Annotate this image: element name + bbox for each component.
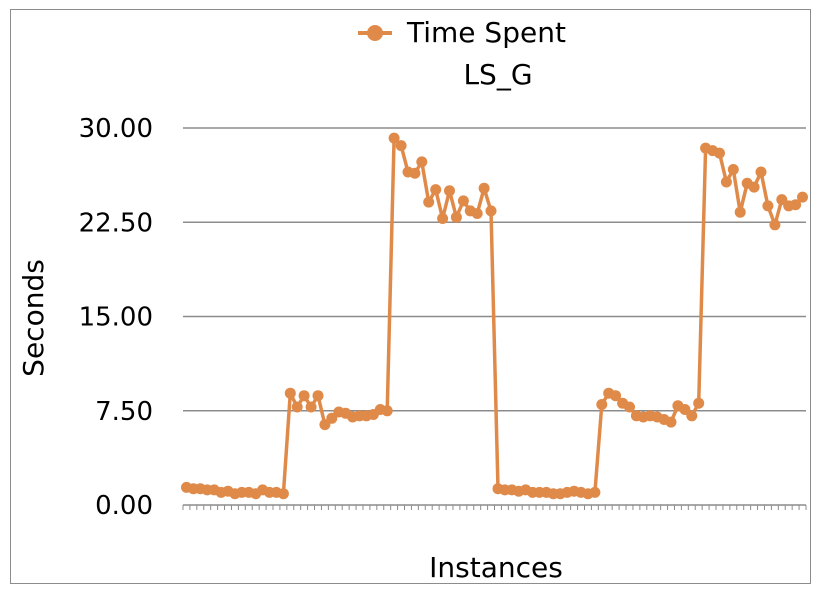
data-point: [478, 182, 490, 194]
chart-title: LS_G: [463, 58, 532, 91]
x-axis-title: Instances: [429, 551, 563, 584]
data-point: [409, 167, 421, 179]
data-point: [388, 132, 400, 144]
data-point: [485, 205, 497, 217]
data-point: [693, 397, 705, 409]
data-point: [437, 213, 449, 224]
y-axis-title: Seconds: [17, 259, 50, 377]
data-point: [727, 164, 739, 175]
series-time-spent: [181, 132, 808, 500]
data-point: [450, 211, 462, 223]
data-point: [714, 147, 725, 159]
data-point: [395, 140, 407, 152]
data-point: [416, 156, 428, 168]
legend-label: Time Spent: [406, 16, 566, 49]
data-point: [305, 401, 317, 413]
chart-frame: [10, 9, 811, 584]
data-point: [797, 191, 808, 203]
data-point: [596, 399, 608, 410]
data-point: [423, 196, 435, 208]
data-point: [471, 208, 483, 219]
x-axis: [182, 504, 807, 510]
data-point: [624, 401, 635, 413]
data-point: [298, 390, 310, 402]
data-point: [790, 199, 802, 211]
series-line: [186, 136, 804, 496]
data-point: [755, 166, 767, 178]
data-point: [381, 405, 393, 417]
data-point: [762, 200, 774, 212]
data-point: [686, 410, 698, 422]
data-point: [610, 390, 622, 402]
data-point: [665, 416, 677, 428]
data-point: [748, 181, 760, 193]
y-tick-label: 0.00: [95, 491, 153, 521]
data-point: [312, 390, 324, 402]
data-point: [444, 185, 455, 197]
data-point: [457, 195, 469, 207]
data-point: [769, 219, 781, 231]
legend-marker: [367, 25, 383, 41]
y-tick-labels: 0.00 7.50 15.00 22.50 30.00: [79, 114, 153, 521]
data-point: [291, 401, 303, 413]
legend: Time Spent: [358, 16, 566, 49]
data-point: [284, 387, 296, 399]
data-point: [589, 486, 601, 498]
y-tick-label: 15.00: [79, 303, 153, 333]
y-tick-label: 22.50: [79, 208, 153, 238]
data-point: [326, 412, 338, 424]
data-point: [277, 488, 289, 500]
y-tick-label: 30.00: [79, 114, 153, 144]
data-point: [720, 176, 732, 188]
data-point: [430, 184, 442, 196]
y-tick-label: 7.50: [95, 397, 153, 427]
data-point: [734, 206, 746, 218]
